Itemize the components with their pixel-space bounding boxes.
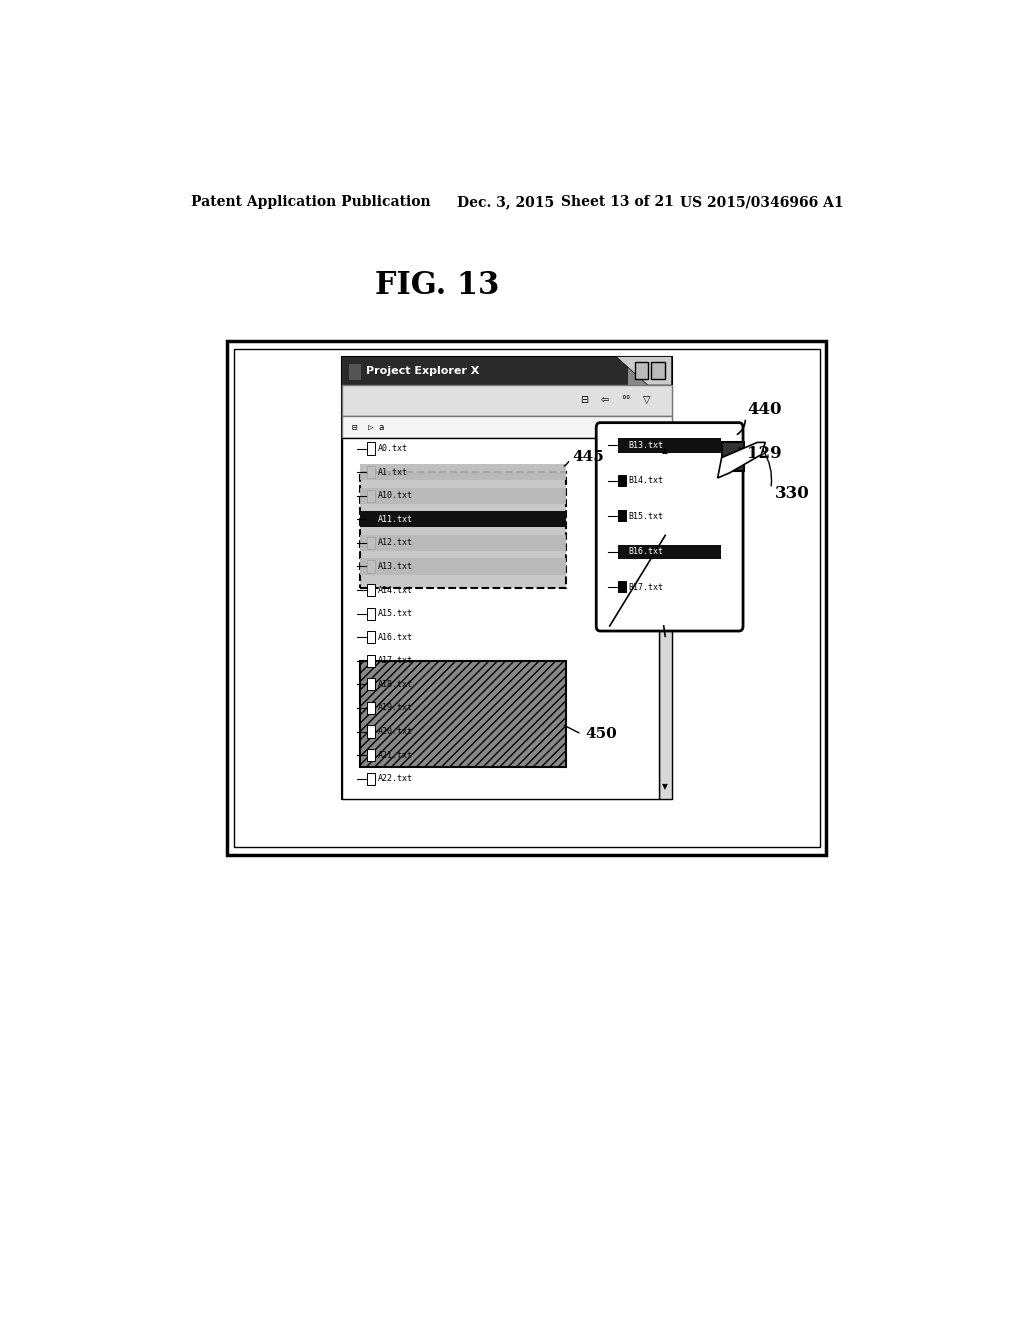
Bar (233, 350, 820, 846)
Text: ⇦: ⇦ (601, 395, 609, 405)
Bar (618, 475, 626, 486)
Bar (359, 558, 565, 574)
Bar (367, 655, 375, 667)
Text: A11.txt: A11.txt (378, 515, 413, 524)
Polygon shape (616, 356, 672, 385)
Text: Patent Application Publication: Patent Application Publication (191, 195, 431, 209)
Text: 129: 129 (748, 445, 781, 462)
Text: 450: 450 (586, 727, 617, 741)
Bar (367, 560, 375, 573)
Bar (651, 362, 665, 379)
Text: 330: 330 (775, 486, 810, 503)
Bar (367, 490, 375, 502)
Text: A16.txt: A16.txt (378, 632, 413, 642)
Bar (367, 442, 375, 454)
Text: ⊟  ▷ a: ⊟ ▷ a (352, 422, 384, 432)
Bar (367, 466, 375, 478)
Text: Project Explorer X: Project Explorer X (367, 366, 479, 376)
Bar (367, 631, 375, 643)
Text: B13.txt: B13.txt (629, 441, 664, 450)
Text: A1.txt: A1.txt (378, 467, 408, 477)
Text: Sheet 13 of 21: Sheet 13 of 21 (560, 195, 674, 209)
Bar (367, 583, 375, 597)
Bar (628, 356, 672, 385)
Polygon shape (718, 442, 765, 478)
Text: B14.txt: B14.txt (629, 477, 664, 486)
Text: °°: °° (621, 395, 631, 405)
Bar (658, 458, 672, 480)
Text: 440: 440 (748, 401, 781, 418)
Text: Dec. 3, 2015: Dec. 3, 2015 (458, 195, 554, 209)
Text: A18.txt: A18.txt (378, 680, 413, 689)
Bar (618, 510, 626, 521)
Bar (227, 342, 826, 854)
Text: 445: 445 (571, 450, 604, 463)
Bar (618, 545, 626, 557)
FancyBboxPatch shape (596, 422, 743, 631)
Bar (635, 362, 648, 379)
Bar (658, 438, 672, 799)
Text: ▽: ▽ (642, 395, 650, 405)
Bar (359, 463, 565, 480)
Text: A19.txt: A19.txt (378, 704, 413, 713)
Text: B17.txt: B17.txt (629, 582, 664, 591)
Bar (617, 438, 721, 453)
Bar (359, 511, 565, 528)
Bar (359, 473, 565, 587)
Text: B16.txt: B16.txt (629, 546, 664, 556)
Bar (367, 537, 375, 549)
Bar (722, 442, 743, 471)
Text: A17.txt: A17.txt (378, 656, 413, 665)
Bar (618, 581, 626, 593)
Bar (617, 545, 721, 558)
Text: A12.txt: A12.txt (378, 539, 413, 548)
Text: ▲: ▲ (663, 446, 669, 454)
Text: A13.txt: A13.txt (378, 562, 413, 572)
Bar (367, 678, 375, 690)
Text: A15.txt: A15.txt (378, 609, 413, 618)
Bar (342, 356, 628, 385)
Text: A20.txt: A20.txt (378, 727, 413, 737)
Text: B15.txt: B15.txt (629, 512, 664, 520)
Text: US 2015/0346966 A1: US 2015/0346966 A1 (680, 195, 843, 209)
Text: A14.txt: A14.txt (378, 586, 413, 594)
Bar (367, 702, 375, 714)
Bar (342, 356, 672, 799)
Text: A22.txt: A22.txt (378, 775, 413, 783)
Bar (342, 416, 672, 438)
Bar (367, 726, 375, 738)
Bar (618, 440, 626, 450)
Text: A21.txt: A21.txt (378, 751, 413, 759)
Bar (359, 535, 565, 550)
Text: ▼: ▼ (663, 781, 669, 791)
Text: A10.txt: A10.txt (378, 491, 413, 500)
Bar (367, 748, 375, 762)
Bar (367, 772, 375, 785)
Text: FIG. 13: FIG. 13 (376, 271, 500, 301)
Bar (359, 487, 565, 504)
Text: A0.txt: A0.txt (378, 444, 408, 453)
Bar (348, 364, 360, 380)
Bar (342, 438, 658, 799)
Bar (367, 513, 375, 525)
Bar (367, 607, 375, 619)
Bar (359, 661, 565, 767)
Bar (342, 385, 672, 416)
Text: ⊟: ⊟ (581, 395, 589, 405)
